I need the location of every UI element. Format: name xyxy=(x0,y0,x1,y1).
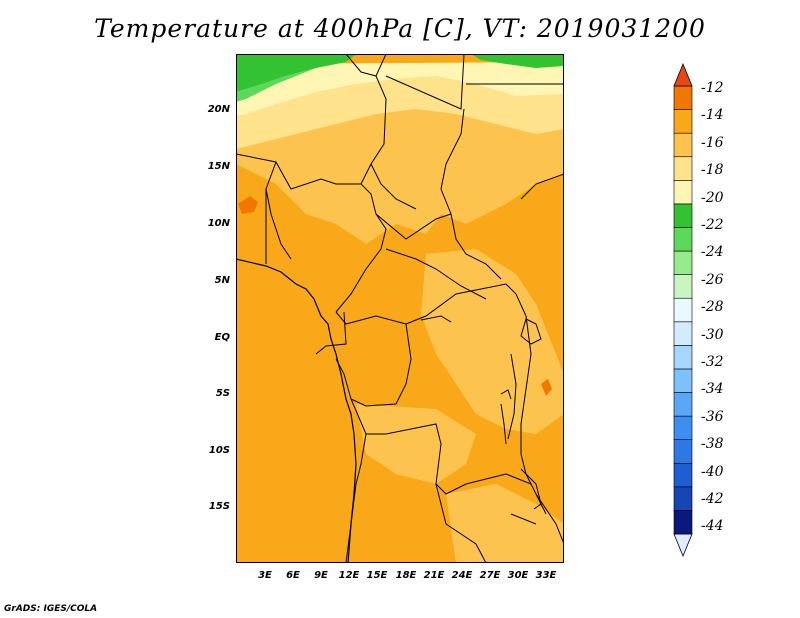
colorbar-box xyxy=(673,486,693,511)
lat-label: 10S xyxy=(208,445,230,456)
colorbar-label: -22 xyxy=(701,217,724,233)
colorbar-box xyxy=(673,274,693,299)
coastline-west-africa xyxy=(236,258,357,563)
colorbar-label: -32 xyxy=(701,354,724,370)
colorbar-label: -28 xyxy=(701,299,724,316)
colorbar-box xyxy=(673,392,693,417)
lat-label: 5N xyxy=(214,275,230,286)
lon-label: 24E xyxy=(451,570,473,581)
lon-label: 30E xyxy=(507,570,529,581)
colorbar-label: -26 xyxy=(701,271,724,288)
lon-label: 21E xyxy=(423,570,445,581)
colorbar-box xyxy=(673,321,693,346)
colorbar-box xyxy=(673,368,693,393)
lon-label: 9E xyxy=(314,570,328,581)
colorbar-label: -34 xyxy=(701,381,724,398)
lon-label: 33E xyxy=(535,570,557,581)
colorbar-box xyxy=(673,85,693,110)
colorbar-label: -20 xyxy=(701,189,724,206)
field-light-orange xyxy=(236,94,564,244)
field-light-orange-south xyxy=(356,404,476,484)
lat-label: 10N xyxy=(207,218,230,229)
colorbar-label: -44 xyxy=(701,518,724,535)
colorbar-box xyxy=(673,462,693,488)
lon-label: 15E xyxy=(366,570,388,581)
lon-label: 27E xyxy=(479,570,501,581)
colorbar-box xyxy=(673,297,693,323)
colorbar-label: -24 xyxy=(701,244,724,261)
colorbar-box xyxy=(673,227,693,252)
colorbar-label: -40 xyxy=(701,463,724,480)
colorbar-label: -14 xyxy=(701,107,724,124)
colorbar-label: -12 xyxy=(701,80,724,96)
colorbar-box xyxy=(673,415,693,440)
lat-label: 5S xyxy=(215,388,230,399)
map-title: Temperature at 400hPa [C], VT: 201903120… xyxy=(94,14,706,43)
lon-label: 12E xyxy=(338,570,360,581)
colorbar-max-triangle xyxy=(673,62,693,87)
colorbar-label: -18 xyxy=(701,162,724,179)
colorbar-box xyxy=(673,439,693,464)
footer-credit: GrADS: IGES/COLA xyxy=(4,604,98,614)
field-orange-red-spot xyxy=(238,196,258,214)
field-light-orange-east xyxy=(421,249,564,434)
colorbar-label: -42 xyxy=(701,491,724,507)
lat-label: 20N xyxy=(207,104,230,115)
lat-label: 15S xyxy=(208,501,230,512)
field-green xyxy=(236,54,356,92)
colorbar-min-triangle xyxy=(673,533,693,558)
colorbar-label: -38 xyxy=(701,436,724,453)
field-orange-red-spot-2 xyxy=(541,379,552,396)
colorbar-box xyxy=(673,132,693,158)
lon-label: 18E xyxy=(395,570,417,581)
lon-label: 3E xyxy=(258,570,272,581)
country-borders xyxy=(236,54,564,563)
map-frame xyxy=(236,54,564,563)
lat-label: 15N xyxy=(207,161,230,172)
lon-label: 6E xyxy=(286,570,300,581)
colorbar-label: -16 xyxy=(701,134,724,151)
field-light-green xyxy=(236,68,316,102)
lakes xyxy=(420,315,542,525)
field-very-pale-yellow xyxy=(236,62,564,116)
colorbar-box xyxy=(673,156,693,181)
colorbar-label: -30 xyxy=(701,326,724,343)
colorbar-box xyxy=(673,109,693,134)
field-green-east xyxy=(471,54,564,68)
colorbar-box xyxy=(673,345,693,370)
colorbar-box xyxy=(673,203,693,228)
colorbar-box xyxy=(673,510,693,535)
colorbar-box xyxy=(673,250,693,275)
lat-label: EQ xyxy=(214,332,230,343)
colorbar-box xyxy=(673,180,693,205)
colorbar-label: -36 xyxy=(701,408,724,425)
temperature-map xyxy=(236,54,564,563)
colorbar xyxy=(673,62,693,558)
